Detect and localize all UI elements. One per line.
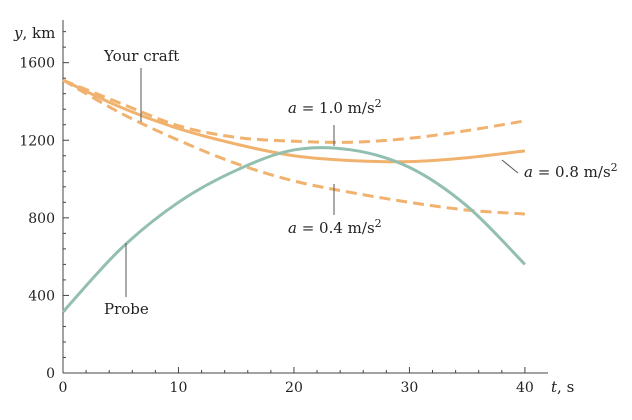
y-tick-label: 1600 (19, 56, 55, 72)
y-tick-label: 1200 (19, 133, 55, 149)
x-tick-label: 20 (285, 380, 303, 396)
y-tick-label: 400 (28, 288, 55, 304)
x-tick-label: 30 (401, 380, 419, 396)
a-0-8-label: a = 0.8 m/s2 (524, 161, 618, 181)
series-a-0-4 (62, 78, 526, 216)
x-tick-label: 10 (170, 380, 188, 396)
a-0-8-leader (501, 159, 519, 174)
y-tick-label: 800 (28, 211, 55, 227)
x-tick-label: 40 (516, 380, 534, 396)
y-tick-label: 0 (46, 366, 55, 382)
x-tick-label: 0 (59, 380, 68, 396)
a-1-0-label: a = 1.0 m/s2 (288, 97, 382, 117)
curves (61, 78, 526, 313)
series-probe (61, 146, 526, 313)
series-a-0-8 (62, 78, 526, 164)
a-0-4-label: a = 0.4 m/s2 (288, 217, 382, 237)
x-axis-label: t, s (551, 378, 574, 396)
your-craft-label: Your craft (103, 47, 179, 65)
probe-label: Probe (104, 300, 149, 318)
annotations: Your craft a = 1.0 m/s2 a = 0.8 m/s2 a = 0.… (103, 47, 618, 318)
series-a-1-0 (62, 78, 526, 144)
y-axis-label: y, km (13, 24, 55, 42)
